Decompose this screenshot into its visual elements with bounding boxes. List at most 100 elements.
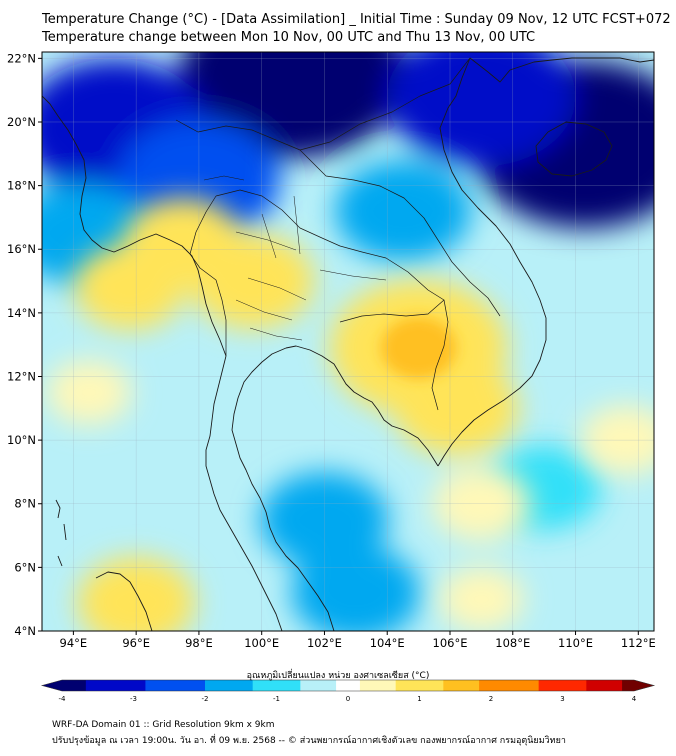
china-coastline [469, 57, 654, 83]
colorbar-segment [562, 680, 575, 691]
cold-anomaly [386, 52, 576, 167]
colorbar-segment [359, 680, 373, 691]
colorbar-segment [526, 680, 540, 691]
colorbar: -4 -3 -2 -1 0 1 2 3 4 [40, 679, 656, 703]
map-title: Temperature Change (°C) - [Data Assimila… [42, 12, 671, 27]
colorbar-segment [73, 680, 87, 691]
colorbar-segment [395, 680, 408, 691]
colorbar-segment [181, 680, 194, 691]
warm-anomaly [439, 566, 524, 631]
colorbar-tick-label: -4 [59, 695, 67, 703]
hainan-island [535, 121, 613, 177]
colorbar-segment [610, 680, 623, 691]
colorbar-segment [240, 680, 254, 691]
colorbar-tick-label: -2 [202, 695, 209, 703]
colorbar-max-arrow [634, 680, 654, 691]
colorbar-segment [157, 680, 170, 691]
colorbar-segment [133, 680, 146, 691]
colorbar-segment [62, 680, 75, 691]
warm-anomaly [46, 360, 132, 425]
colorbar-segment [419, 680, 432, 691]
cambodia-coastline [285, 345, 439, 467]
lon-tick-label: 100°E [244, 636, 279, 650]
lon-tick-label: 112°E [621, 636, 656, 650]
lat-tick-label: 18°N [7, 179, 36, 193]
lat-tick-label: 4°N [14, 624, 36, 638]
colorbar-title: อุณหภูมิเปลี่ยนแปลง หน่วย องศาเซลเซียส (… [246, 671, 430, 681]
colorbar-segment [336, 680, 349, 691]
lat-tick-label: 10°N [7, 433, 36, 447]
lat-tick-label: 22°N [7, 51, 36, 65]
colorbar-segment [479, 680, 492, 691]
colorbar-segment [348, 680, 361, 691]
lon-tick-label: 98°E [185, 636, 213, 650]
colorbar-segment [205, 680, 218, 691]
colorbar-segment [598, 680, 611, 691]
colorbar-segment [407, 680, 420, 691]
thailand-laos-border [215, 189, 445, 301]
colorbar-min-arrow [42, 680, 62, 691]
footer-model-info: WRF-DA Domain 01 :: Grid Resolution 9km … [52, 720, 275, 730]
colorbar-segment [622, 680, 635, 691]
colorbar-segment [443, 680, 456, 691]
colorbar-segment [491, 680, 504, 691]
colorbar-segment [383, 680, 397, 691]
colorbar-segment [169, 680, 182, 691]
colorbar-segment [145, 680, 158, 691]
lat-tick-label: 8°N [14, 497, 36, 511]
cold-anomaly [334, 160, 471, 262]
lat-tick-label: 6°N [14, 560, 36, 574]
colorbar-segment [371, 680, 385, 691]
colorbar-segment [574, 680, 587, 691]
andaman-islands [55, 499, 67, 567]
lon-tick-label: 110°E [558, 636, 593, 650]
colorbar-segment [109, 680, 122, 691]
colorbar-segment [121, 680, 134, 691]
colorbar-outline [40, 679, 656, 692]
colorbar-segment [216, 680, 230, 691]
colorbar-segment [312, 680, 325, 691]
footer-credit: ปรับปรุงข้อมูล ณ เวลา 19:00น. วัน อา. ที… [52, 736, 566, 746]
china-border [175, 57, 471, 151]
colorbar-tick-label: 3 [560, 695, 564, 703]
lat-tick-label: 20°N [7, 115, 36, 129]
colorbar-tick-label: 1 [417, 695, 421, 703]
warm-anomaly-core [380, 316, 457, 379]
colorbar-segment [276, 680, 289, 691]
thailand-myanmar-border [189, 195, 227, 356]
lat-tick-label: 16°N [7, 242, 36, 256]
sumatra-coast [95, 571, 153, 631]
warm-anomaly [393, 360, 519, 457]
cold-anomaly [291, 545, 421, 631]
colorbar-segment [228, 680, 242, 691]
colorbar-segment [467, 680, 480, 691]
lon-tick-label: 96°E [122, 636, 150, 650]
colorbar-segment [193, 680, 206, 691]
map-axes: 94°E 96°E 98°E 100°E 102°E 104°E 106°E 108°E 110… [7, 51, 656, 650]
warm-anomaly [74, 244, 186, 331]
vietnam-coastline [437, 57, 547, 467]
colorbar-tick-label: -3 [130, 695, 137, 703]
lon-tick-label: 102°E [307, 636, 342, 650]
colorbar-segment [97, 680, 111, 691]
lon-tick-label: 94°E [60, 636, 88, 650]
laos-vietnam-border [299, 149, 501, 317]
colorbar-tick-label: 0 [346, 695, 350, 703]
provinces [203, 175, 387, 341]
colorbar-segment [586, 680, 599, 691]
colorbar-tick-label: -1 [273, 695, 280, 703]
colorbar-segment [550, 680, 563, 691]
lon-tick-label: 106°E [433, 636, 468, 650]
colorbar-segment [538, 680, 551, 691]
colorbar-segment [300, 680, 313, 691]
colorbar-segment [431, 680, 444, 691]
thailand-cambodia-border [339, 299, 449, 411]
colorbar-segment [455, 680, 468, 691]
colorbar-segment [264, 680, 277, 691]
colorbar-segment [514, 680, 528, 691]
map-frame [41, 51, 655, 632]
peninsula-east-coast [231, 347, 335, 631]
lon-tick-label: 108°E [495, 636, 530, 650]
lon-tick-label: 104°E [370, 636, 405, 650]
